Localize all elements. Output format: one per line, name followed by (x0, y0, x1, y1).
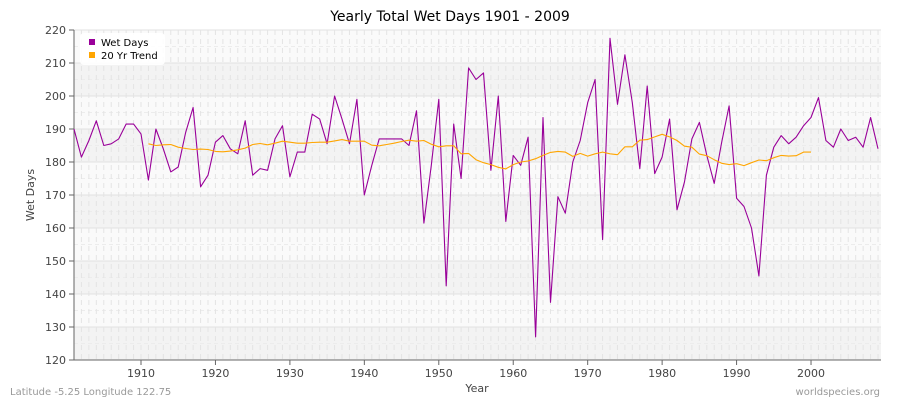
x-tick-label: 1930 (276, 367, 304, 380)
legend-label-trend: 20 Yr Trend (101, 51, 158, 62)
x-tick-label: 1950 (425, 367, 453, 380)
x-tick-label: 1940 (350, 367, 378, 380)
x-tick-label: 1990 (723, 367, 751, 380)
x-axis-label: Year (464, 382, 489, 395)
y-tick-label: 160 (45, 222, 66, 235)
y-axis-label: Wet Days (24, 169, 37, 222)
legend: Wet Days 20 Yr Trend (80, 33, 165, 65)
legend-label-wet-days: Wet Days (101, 38, 149, 49)
wet-days-line (73, 37, 879, 338)
y-tick-label: 190 (45, 123, 66, 136)
y-tick-label: 210 (45, 57, 66, 70)
x-tick-label: 1920 (201, 367, 229, 380)
axes: 120 130 140 150 160 170 180 190 200 210 220 1910 192… (45, 24, 881, 380)
y-tick-label: 180 (45, 156, 66, 169)
y-tick-label: 140 (45, 288, 66, 301)
x-tick-label: 1910 (127, 367, 155, 380)
footer-source: worldspecies.org (796, 387, 880, 398)
trend-line (148, 133, 811, 170)
x-tick-label: 1960 (499, 367, 527, 380)
y-tick-label: 150 (45, 255, 66, 268)
x-tick-label: 2000 (797, 367, 825, 380)
chart-title: Yearly Total Wet Days 1901 - 2009 (329, 9, 570, 25)
footer-location: Latitude -5.25 Longitude 122.75 (10, 387, 171, 398)
grid-lines (73, 29, 881, 361)
legend-swatch-trend (89, 52, 95, 58)
y-tick-label: 120 (45, 354, 66, 367)
x-tick-label: 1980 (648, 367, 676, 380)
series-lines (73, 37, 879, 338)
legend-swatch-wet-days (89, 39, 95, 45)
y-tick-label: 170 (45, 189, 66, 202)
y-tick-label: 200 (45, 90, 66, 103)
y-tick-label: 220 (45, 24, 66, 37)
x-tick-label: 1970 (574, 367, 602, 380)
y-tick-label: 130 (45, 321, 66, 334)
